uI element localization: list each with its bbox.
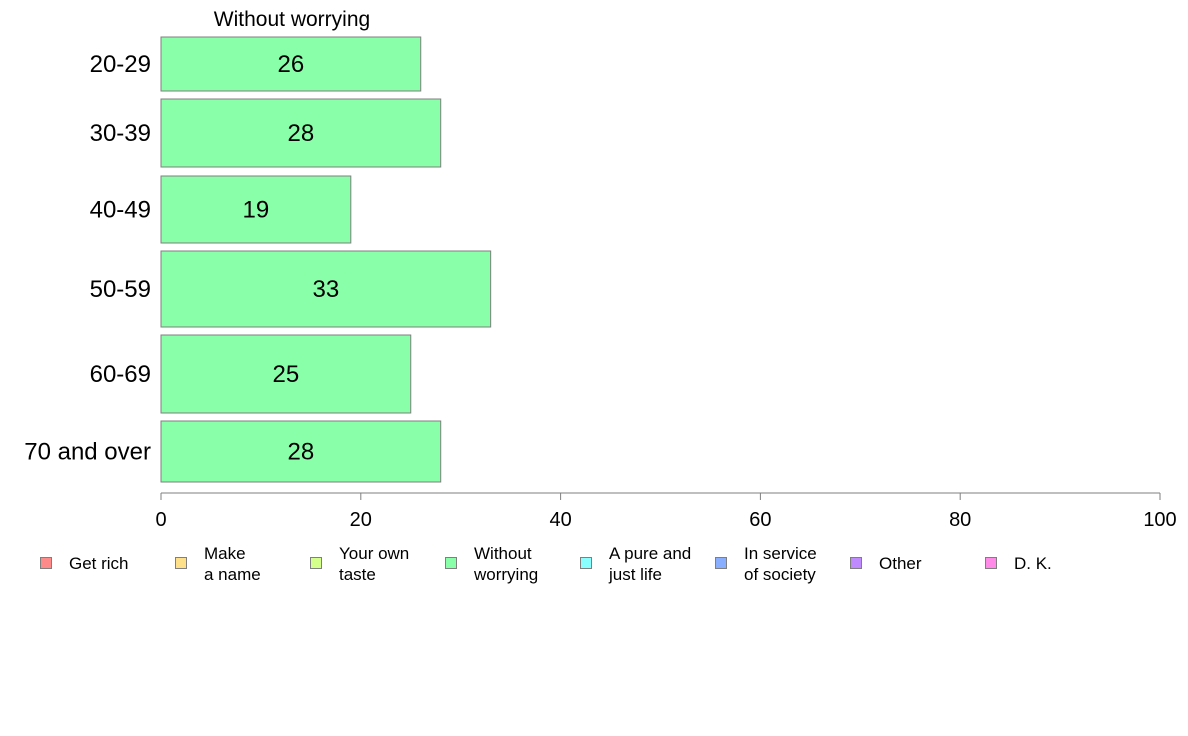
legend-label: Your own taste [339,544,410,584]
bar-20-29 [160,36,422,92]
bar-value-label: 28 [288,439,315,466]
x-tick-label: 40 [549,509,571,531]
legend-swatch [985,557,997,569]
legend-item: In service of society [715,543,817,585]
legend-item: D. K. [985,543,1052,574]
bar-60-69 [160,334,412,414]
legend: Get rich Make a name Your own taste Without… [0,543,1188,593]
legend-label: Get rich [69,554,129,573]
y-tick-label: 30-39 [90,120,151,147]
x-tick-label: 0 [155,509,166,531]
legend-swatch [175,557,187,569]
bar-30-39 [160,98,442,168]
y-tick-label: 50-59 [90,276,151,303]
bar-value-label: 28 [288,120,315,147]
y-tick-label: 70 and over [24,439,151,466]
bar-70-and-over [160,420,442,483]
legend-item: Your own taste [310,543,409,585]
bars-group: 26 28 19 33 25 28 [160,36,492,483]
legend-item: Get rich [40,543,129,574]
y-tick-label: 60-69 [90,361,151,388]
x-tick-label: 20 [350,509,372,531]
legend-swatch [715,557,727,569]
x-tick-label: 60 [749,509,771,531]
legend-label: A pure and just life [609,544,692,584]
chart-title: Without worrying [214,8,370,31]
bar-50-59 [160,250,492,328]
legend-item: Make a name [175,543,261,585]
bar-value-label: 19 [243,197,270,224]
legend-swatch [40,557,52,569]
legend-item: A pure and just life [580,543,691,585]
legend-label: In service of society [744,544,817,584]
bar-chart: Without worrying 26 28 19 33 25 28 20-29 30-39… [24,8,1177,531]
legend-swatch [850,557,862,569]
x-axis: 0 20 40 60 80 100 [155,492,1177,531]
bar-40-49 [160,175,352,244]
legend-item: Without worrying [445,543,538,585]
legend-label: Without worrying [474,544,539,584]
x-tick-label: 100 [1143,509,1176,531]
legend-swatch [580,557,592,569]
x-tick-label: 80 [949,509,971,531]
bar-value-label: 33 [312,276,339,303]
legend-swatch [445,557,457,569]
y-axis-labels: 20-29 30-39 40-49 50-59 60-69 70 and over [24,51,151,466]
legend-label: Make a name [204,544,261,584]
legend-swatch [310,557,322,569]
legend-item: Other [850,543,922,574]
y-tick-label: 20-29 [90,51,151,78]
legend-label: D. K. [1014,554,1052,573]
bar-value-label: 26 [278,51,305,78]
legend-label: Other [879,554,922,573]
y-tick-label: 40-49 [90,197,151,224]
bar-value-label: 25 [273,361,300,388]
